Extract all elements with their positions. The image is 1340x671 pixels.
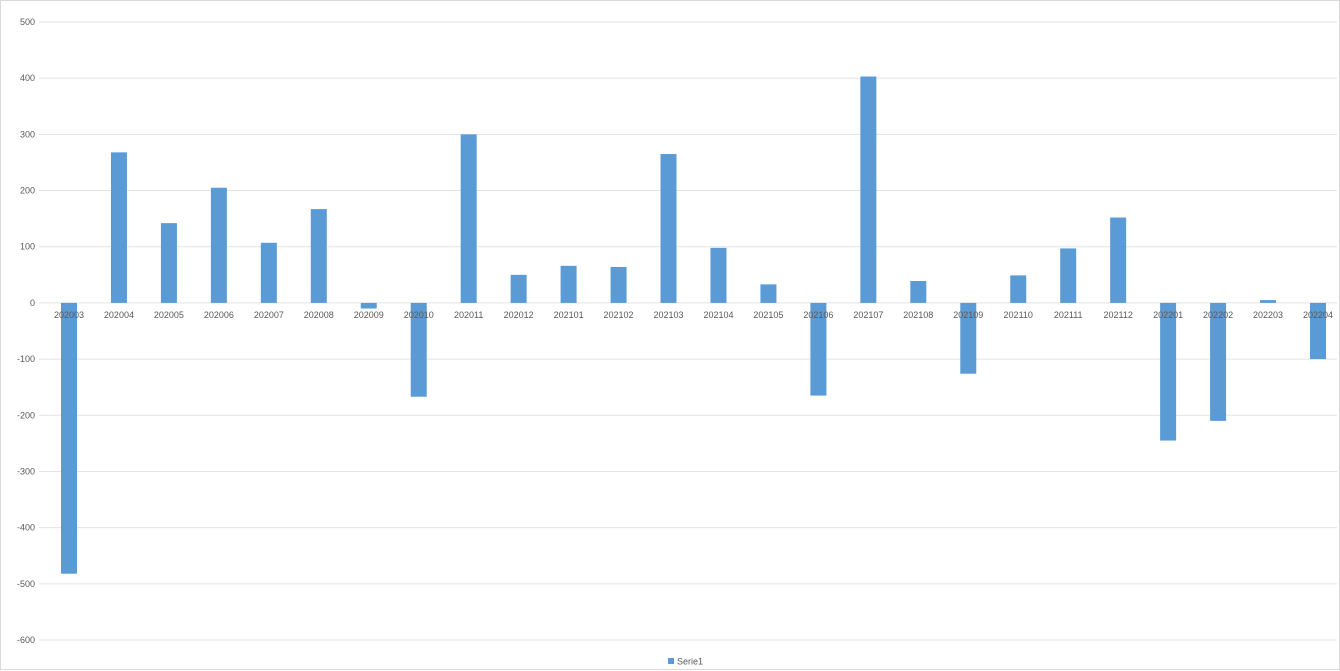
- bar-202003: [61, 302, 77, 574]
- bar-202006: [210, 187, 227, 303]
- bar-202102: [610, 266, 627, 303]
- bar-202011: [460, 134, 477, 303]
- bar-202012: [510, 274, 527, 303]
- x-tick-label: 202204: [1303, 310, 1333, 320]
- x-tick-label: 202201: [1153, 310, 1183, 320]
- bar-202204: [1310, 302, 1326, 360]
- x-tick-label: 202202: [1203, 310, 1233, 320]
- bar-202103: [660, 154, 677, 303]
- legend-swatch-serie1: [668, 658, 674, 664]
- bar-202004: [110, 152, 127, 303]
- bar-202107: [860, 76, 877, 303]
- x-tick-label: 202101: [554, 310, 584, 320]
- y-tick-label: 300: [20, 129, 35, 139]
- y-tick-label: 200: [20, 186, 35, 196]
- x-tick-label: 202010: [404, 310, 434, 320]
- bar-202109: [960, 302, 977, 374]
- bar-202005: [160, 223, 177, 303]
- y-tick-label: 100: [20, 242, 35, 252]
- bar-202108: [910, 281, 927, 303]
- x-tick-label: 202112: [1103, 310, 1132, 320]
- x-tick-label: 202008: [304, 310, 334, 320]
- y-tick-label: 0: [30, 298, 35, 308]
- x-tick-label: 202110: [1004, 310, 1033, 320]
- x-tick-label: 202106: [803, 310, 833, 320]
- y-tick-label: 500: [20, 17, 35, 27]
- y-tick-label: -300: [17, 466, 35, 476]
- x-axis-tick-labels: 202003 202004 202005 202006 202007 202008 2020…: [54, 310, 1333, 320]
- bar-202112: [1110, 217, 1127, 303]
- x-tick-label: 202102: [604, 310, 634, 320]
- bar-202007: [260, 242, 277, 303]
- y-axis-tick-labels: 500 400 300 200 100 0 -100 -200 -300 -400 -500 -600: [17, 17, 35, 645]
- x-tick-label: 202011: [454, 310, 483, 320]
- bar-202010: [410, 302, 427, 397]
- bar-202008: [310, 209, 327, 303]
- x-tick-label: 202103: [653, 310, 683, 320]
- x-tick-label: 202005: [154, 310, 184, 320]
- bar-202201: [1160, 302, 1177, 441]
- y-tick-label: -600: [17, 635, 35, 645]
- bar-202104: [710, 247, 727, 303]
- y-tick-label: -200: [17, 410, 35, 420]
- bar-202111: [1060, 248, 1077, 303]
- bar-202105: [760, 284, 777, 303]
- bars: [61, 76, 1326, 574]
- y-tick-label: -500: [17, 579, 35, 589]
- x-tick-label: 202003: [54, 310, 84, 320]
- x-tick-label: 202104: [703, 310, 733, 320]
- bar-202101: [560, 265, 577, 303]
- legend: Serie1: [668, 657, 703, 667]
- gridlines: [39, 21, 1337, 641]
- x-tick-label: 202009: [354, 310, 384, 320]
- y-tick-label: -400: [17, 523, 35, 533]
- x-tick-label: 202109: [953, 310, 983, 320]
- bar-202106: [810, 302, 827, 396]
- x-tick-label: 202012: [504, 310, 534, 320]
- x-tick-label: 202111: [1054, 310, 1083, 320]
- legend-label-serie1: Serie1: [677, 657, 703, 667]
- y-tick-label: 400: [20, 73, 35, 83]
- x-tick-label: 202107: [853, 310, 883, 320]
- bar-202203: [1260, 300, 1277, 303]
- x-tick-label: 202004: [104, 310, 134, 320]
- bar-202110: [1010, 275, 1027, 303]
- x-tick-label: 202108: [903, 310, 933, 320]
- bar-202009: [360, 302, 377, 309]
- y-tick-label: -100: [17, 354, 35, 364]
- bar-202202: [1210, 302, 1227, 421]
- x-tick-label: 202105: [753, 310, 783, 320]
- x-tick-label: 202203: [1253, 310, 1283, 320]
- x-tick-label: 202007: [254, 310, 284, 320]
- x-tick-label: 202006: [204, 310, 234, 320]
